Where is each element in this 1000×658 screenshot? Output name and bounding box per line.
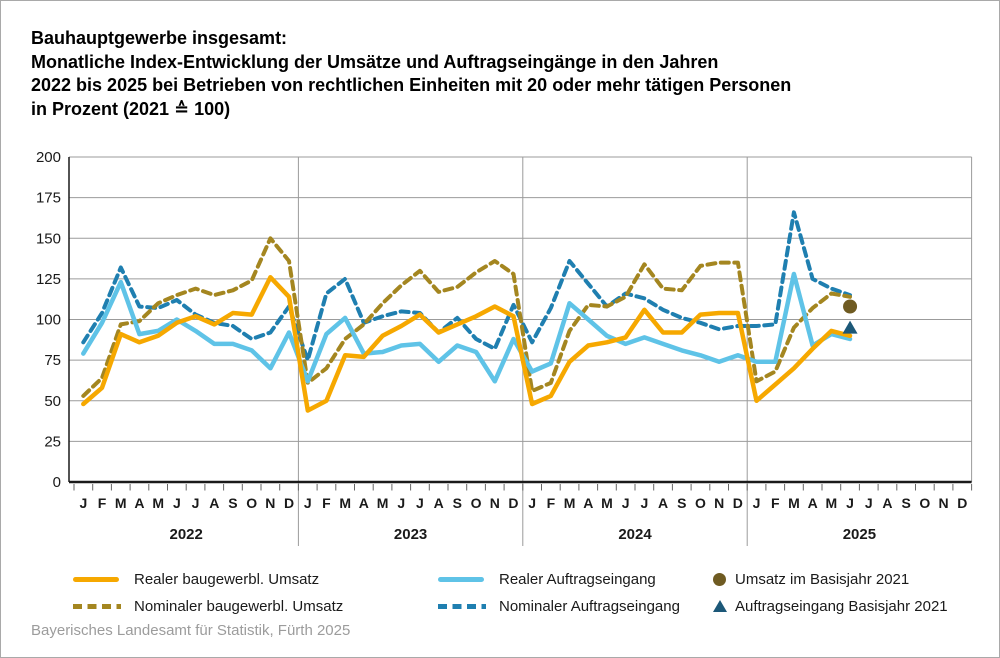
month-label-2024-11: N	[714, 495, 724, 511]
legend-item-auftragseingang-basisjahr: Auftragseingang Basisjahr 2021	[713, 597, 948, 615]
source-attribution: Bayerisches Landesamt für Statistik, Für…	[31, 622, 351, 639]
month-label-2024-5: M	[601, 495, 613, 511]
title-line-3: 2022 bis 2025 bei Betrieben von rechtlic…	[31, 75, 792, 95]
month-label-2022-11: N	[265, 495, 275, 511]
series-line-0-realer-baugewerbl-umsatz	[81, 275, 853, 413]
legend-label: Realer baugewerbl. Umsatz	[134, 570, 320, 588]
year-label-2024: 2024	[618, 526, 652, 543]
series-line-2-realer-auftragseingang	[81, 271, 853, 384]
legend-item-umsatz-basisjahr: Umsatz im Basisjahr 2021	[713, 570, 909, 588]
legend-label: Umsatz im Basisjahr 2021	[735, 570, 910, 588]
y-axis-tick-label-50: 50	[44, 393, 61, 410]
month-label-2022-4: A	[134, 495, 144, 511]
month-label-2025-7: J	[865, 495, 873, 511]
month-label-2025-11: N	[938, 495, 948, 511]
month-label-2025-2: F	[771, 495, 780, 511]
nominaler-auftragseingang-dash-swatch	[438, 603, 486, 609]
basisjahr-auftragseingang-marker	[842, 320, 858, 334]
title-line-4: in Prozent (2021 ≙ 100)	[31, 98, 231, 119]
month-label-2022-1: J	[79, 495, 87, 511]
month-label-2024-10: O	[695, 495, 706, 511]
nominaler-umsatz-dash-swatch	[73, 603, 121, 609]
month-label-2025-8: A	[882, 495, 892, 511]
month-label-2025-9: S	[901, 495, 910, 511]
year-label-2023: 2023	[394, 526, 427, 543]
month-label-2025-4: A	[808, 495, 818, 511]
month-label-2023-9: S	[453, 495, 462, 511]
month-label-2024-2: F	[547, 495, 556, 511]
month-label-2022-7: J	[192, 495, 200, 511]
month-label-2025-1: J	[753, 495, 761, 511]
month-label-2025-6: J	[846, 495, 854, 511]
realer-umsatz-line-swatch	[73, 576, 119, 582]
month-label-2025-12: D	[957, 495, 967, 511]
legend-item-nominaler-umsatz: Nominaler baugewerbl. Umsatz	[73, 597, 343, 615]
series-line-3-nominaler-auftragseingang	[81, 210, 852, 363]
month-label-2023-12: D	[508, 495, 518, 511]
month-label-2022-8: A	[209, 495, 219, 511]
month-label-2023-4: A	[359, 495, 369, 511]
series-line-1-nominaler-baugewerbl-umsatz	[81, 236, 852, 398]
month-label-2022-9: S	[228, 495, 237, 511]
y-axis-tick-label-200: 200	[36, 149, 61, 166]
month-label-2023-8: A	[434, 495, 444, 511]
basisjahr-auftragseingang-triangle-icon	[713, 600, 727, 612]
realer-auftragseingang-line-swatch	[438, 576, 484, 582]
month-label-2023-10: O	[471, 495, 482, 511]
y-axis-tick-label-175: 175	[36, 190, 61, 207]
month-label-2025-5: M	[826, 495, 838, 511]
y-axis-tick-label-75: 75	[44, 352, 61, 369]
month-label-2024-6: J	[622, 495, 630, 511]
month-label-2023-1: J	[304, 495, 312, 511]
year-label-2022: 2022	[170, 526, 203, 543]
month-label-2023-11: N	[490, 495, 500, 511]
y-axis-tick-label-0: 0	[53, 474, 61, 491]
month-label-2022-12: D	[284, 495, 294, 511]
legend-label: Realer Auftragseingang	[499, 570, 656, 588]
month-label-2022-3: M	[115, 495, 127, 511]
legend-item-realer-umsatz: Realer baugewerbl. Umsatz	[73, 570, 319, 588]
legend-label: Auftragseingang Basisjahr 2021	[735, 597, 948, 615]
month-label-2022-2: F	[98, 495, 107, 511]
month-label-2022-6: J	[173, 495, 181, 511]
y-axis-tick-label-125: 125	[36, 271, 61, 288]
month-label-2023-2: F	[322, 495, 331, 511]
month-label-2024-12: D	[733, 495, 743, 511]
month-label-2022-10: O	[246, 495, 257, 511]
month-label-2023-6: J	[397, 495, 405, 511]
legend-label: Nominaler baugewerbl. Umsatz	[134, 597, 344, 615]
title-line-2: Monatliche Index-Entwicklung der Umsätze…	[31, 51, 719, 72]
title-line-1: Bauhauptgewerbe insgesamt:	[31, 28, 288, 48]
basisjahr-umsatz-marker	[843, 299, 858, 314]
legend-item-nominaler-auftragseingang: Nominaler Auftragseingang	[438, 597, 680, 615]
y-axis-tick-label-150: 150	[36, 230, 61, 247]
legend-label: Nominaler Auftragseingang	[499, 597, 680, 615]
month-label-2024-9: S	[677, 495, 686, 511]
month-label-2023-5: M	[377, 495, 389, 511]
year-label-2025: 2025	[843, 526, 876, 543]
month-label-2025-10: O	[919, 495, 930, 511]
y-axis-tick-label-25: 25	[44, 433, 61, 450]
month-label-2024-1: J	[528, 495, 536, 511]
month-label-2022-5: M	[152, 495, 164, 511]
month-label-2023-3: M	[339, 495, 351, 511]
basisjahr-umsatz-circle-icon	[713, 572, 726, 586]
chart-title: Bauhauptgewerbe insgesamt: Monatliche In…	[31, 27, 971, 121]
y-axis-tick-label-100: 100	[36, 312, 61, 329]
month-label-2025-3: M	[788, 495, 800, 511]
month-label-2024-4: A	[583, 495, 593, 511]
month-label-2024-3: M	[564, 495, 576, 511]
legend-item-realer-auftragseingang: Realer Auftragseingang	[438, 570, 656, 588]
month-label-2024-7: J	[640, 495, 648, 511]
month-label-2023-7: J	[416, 495, 424, 511]
month-label-2024-8: A	[658, 495, 668, 511]
